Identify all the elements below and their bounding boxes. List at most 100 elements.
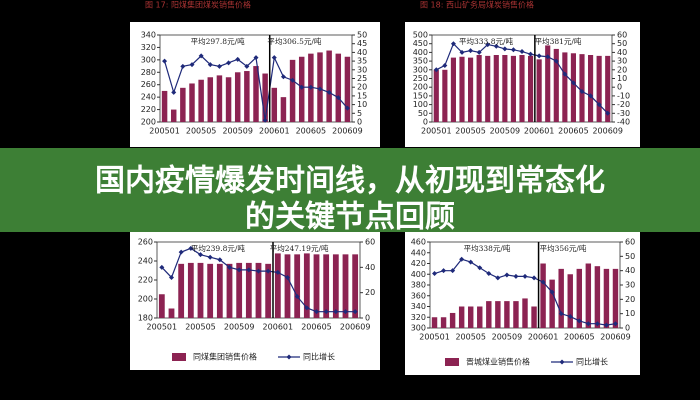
marker (271, 55, 277, 61)
annotation: 平均297.8元/吨 (191, 36, 245, 46)
marker (207, 62, 213, 68)
bar (274, 253, 281, 318)
bar (450, 57, 456, 123)
y-tick-label: 260 (141, 80, 156, 89)
x-tick-label: 200509 (222, 127, 253, 136)
marker (502, 46, 508, 52)
marker (493, 43, 499, 49)
bar (313, 254, 320, 318)
legend-label: 同比增长 (576, 357, 608, 367)
legend-marker (559, 359, 565, 365)
marker (189, 62, 195, 68)
y2-tick-label: 60 (617, 31, 627, 40)
marker (585, 321, 591, 327)
marker (290, 77, 296, 83)
bar (244, 71, 250, 122)
y2-tick-label: 0 (625, 324, 630, 333)
bar (216, 75, 223, 122)
marker (317, 86, 323, 92)
x-tick-label: 200605 (296, 127, 327, 136)
annotation: 平均338元/吨 (464, 243, 511, 253)
marker (207, 254, 213, 260)
annotation: 平均239.8元/吨 (191, 243, 245, 253)
bar (519, 55, 525, 123)
banner-title: 的关键节点回顾 (245, 200, 455, 235)
y-tick-label: 240 (141, 93, 156, 102)
bar (476, 55, 482, 123)
bar (245, 262, 252, 318)
y-tick-label: 200 (141, 118, 156, 127)
marker (256, 268, 261, 274)
chart-title: 图 17: 阳煤集团煤炭销售价格 (145, 0, 251, 10)
x-tick-label: 200609 (340, 323, 371, 332)
bar (262, 73, 268, 122)
marker (605, 110, 611, 116)
marker (433, 67, 439, 73)
marker (265, 268, 271, 274)
bar (486, 301, 492, 328)
marker (567, 314, 573, 320)
marker (246, 267, 252, 273)
marker (513, 273, 519, 279)
bar (440, 317, 447, 328)
x-tick-label: 200609 (592, 127, 623, 136)
marker (570, 80, 576, 86)
bar (528, 55, 534, 122)
bar (458, 306, 465, 328)
marker (432, 271, 438, 277)
bar (265, 263, 272, 318)
legend-swatch (445, 358, 459, 366)
banner-title: 国内疫情爆发时间线，从初现到常态化 (95, 164, 605, 199)
marker (536, 53, 542, 59)
bar (168, 308, 175, 318)
bar (493, 55, 499, 123)
bar (323, 254, 330, 318)
bar (477, 306, 483, 328)
marker (540, 279, 546, 285)
bar (207, 77, 214, 122)
marker (236, 267, 242, 273)
marker (522, 273, 528, 279)
y-tick-label: 500 (413, 31, 428, 40)
y-tick-label: 450 (413, 39, 428, 48)
y-tick-label: 420 (411, 259, 426, 268)
marker (244, 63, 250, 69)
marker (450, 268, 456, 274)
marker (180, 63, 186, 69)
chart-title: 图 18: 西山矿务局煤炭销售价格 (420, 0, 534, 10)
y2-tick-label: 40 (357, 48, 367, 57)
marker (162, 58, 168, 64)
y-tick-label: 260 (138, 238, 153, 247)
bar (289, 59, 296, 122)
y2-tick-label: 60 (365, 238, 375, 247)
bar (502, 55, 508, 123)
marker (603, 322, 609, 328)
marker (495, 275, 501, 281)
banner (0, 148, 700, 232)
x-tick-label: 200501 (421, 127, 452, 136)
marker (531, 275, 537, 281)
marker (235, 56, 241, 62)
marker (485, 42, 491, 48)
annotation: 平均356元/吨 (540, 243, 587, 253)
bar (234, 72, 241, 122)
bar (553, 48, 559, 122)
bar (255, 262, 262, 318)
bar (576, 268, 582, 328)
x-tick-label: 200505 (455, 127, 486, 136)
bar (207, 263, 214, 318)
bar (433, 69, 439, 122)
marker (558, 311, 564, 317)
bar (189, 83, 195, 122)
marker (198, 53, 204, 59)
bar (225, 77, 232, 122)
x-tick-label: 200501 (419, 333, 450, 342)
y-tick-label: 250 (413, 74, 428, 83)
y-tick-label: 320 (411, 313, 426, 322)
marker (519, 49, 525, 55)
panel (130, 232, 380, 370)
marker (468, 48, 474, 54)
y-tick-label: 200 (413, 83, 428, 92)
marker (294, 293, 300, 299)
y-tick-label: 220 (141, 105, 156, 114)
